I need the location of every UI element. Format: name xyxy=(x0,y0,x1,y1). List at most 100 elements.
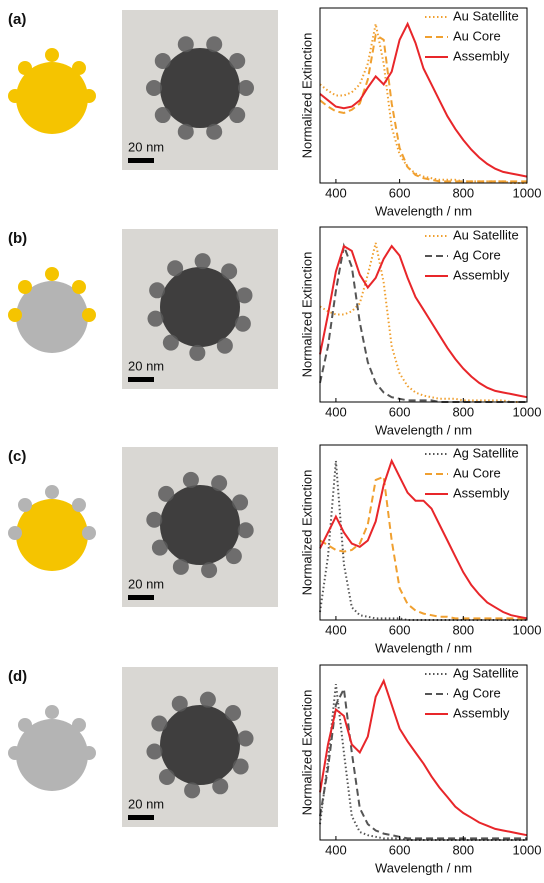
tem-satellite xyxy=(149,282,166,299)
x-tick-label: 800 xyxy=(452,622,474,637)
tem-satellite xyxy=(225,548,242,565)
x-axis-label: Wavelength / nm xyxy=(375,860,472,875)
tem-satellite xyxy=(206,36,223,53)
tem-satellite xyxy=(216,337,233,354)
tem-satellite xyxy=(199,691,216,708)
legend-label: Ag Core xyxy=(453,247,501,262)
tem-core xyxy=(160,48,240,128)
scale-bar xyxy=(128,815,154,820)
core-particle xyxy=(16,719,88,791)
tem-satellite xyxy=(146,80,162,96)
satellite-particle xyxy=(18,61,32,75)
y-axis-label: Normalized Extinction xyxy=(299,690,314,816)
tem-satellite xyxy=(172,558,189,575)
satellite-particle xyxy=(45,267,59,281)
tem-satellite xyxy=(146,743,163,760)
satellite-particle xyxy=(18,280,32,294)
panel-label: (a) xyxy=(8,11,26,28)
series-line xyxy=(319,242,527,403)
series-line xyxy=(319,678,528,837)
y-axis-label: Normalized Extinction xyxy=(299,252,314,378)
x-tick-label: 800 xyxy=(452,842,474,857)
series-line xyxy=(319,458,528,620)
x-tick-label: 400 xyxy=(325,622,347,637)
tem-core xyxy=(160,705,240,785)
tem-satellite xyxy=(158,485,175,502)
tem-satellite xyxy=(229,52,246,69)
satellite-particle xyxy=(45,705,59,719)
satellite-particle xyxy=(82,526,96,540)
tem-satellite xyxy=(151,715,168,732)
scale-bar-label: 20 nm xyxy=(128,576,164,591)
x-tick-label: 1000 xyxy=(513,404,542,419)
tem-satellite xyxy=(162,334,179,351)
tem-satellite xyxy=(182,471,199,488)
x-tick-label: 1000 xyxy=(513,185,542,200)
tem-satellite xyxy=(177,36,194,53)
x-axis-label: Wavelength / nm xyxy=(375,422,472,437)
plot-frame xyxy=(319,7,528,184)
legend-label: Assembly xyxy=(453,705,510,720)
y-axis-label: Normalized Extinction xyxy=(299,470,314,596)
scale-bar xyxy=(128,377,154,382)
satellite-particle xyxy=(8,746,22,760)
series-line xyxy=(319,244,528,399)
series-line xyxy=(319,685,527,840)
tem-satellite xyxy=(146,511,163,528)
x-tick-label: 800 xyxy=(452,185,474,200)
scale-bar xyxy=(128,595,154,600)
satellite-particle xyxy=(8,308,22,322)
legend-label: Assembly xyxy=(453,48,510,63)
tem-satellite xyxy=(189,344,206,361)
legend-label: Ag Core xyxy=(453,685,501,700)
tem-satellite xyxy=(184,782,201,799)
satellite-particle xyxy=(8,89,22,103)
tem-satellite xyxy=(234,315,251,332)
legend-label: Ag Satellite xyxy=(453,665,519,680)
tem-satellite xyxy=(171,695,188,712)
satellite-particle xyxy=(8,526,22,540)
x-tick-label: 600 xyxy=(389,622,411,637)
satellite-particle xyxy=(72,718,86,732)
tem-satellite xyxy=(232,758,249,775)
x-tick-label: 600 xyxy=(389,842,411,857)
panel-label: (c) xyxy=(8,448,26,465)
satellite-particle xyxy=(72,498,86,512)
legend-label: Au Satellite xyxy=(453,227,519,242)
legend-label: Assembly xyxy=(453,267,510,282)
panel-label: (d) xyxy=(8,668,27,685)
satellite-particle xyxy=(82,308,96,322)
tem-satellite xyxy=(236,287,253,304)
satellite-particle xyxy=(72,280,86,294)
tem-satellite xyxy=(167,260,184,277)
plot-frame xyxy=(319,226,528,403)
scale-bar-label: 20 nm xyxy=(128,139,164,154)
tem-satellite xyxy=(229,107,246,124)
legend-label: Au Satellite xyxy=(453,8,519,23)
tem-satellite xyxy=(232,494,249,511)
x-axis-label: Wavelength / nm xyxy=(375,640,472,655)
x-axis-label: Wavelength / nm xyxy=(375,203,472,218)
series-line xyxy=(319,21,528,178)
legend-label: Au Core xyxy=(453,28,501,43)
scale-bar xyxy=(128,158,154,163)
tem-satellite xyxy=(154,107,171,124)
tem-satellite xyxy=(158,769,175,786)
satellite-particle xyxy=(45,48,59,62)
core-particle xyxy=(16,62,88,134)
tem-satellite xyxy=(194,253,211,270)
series-line xyxy=(319,475,527,620)
x-tick-label: 400 xyxy=(325,185,347,200)
legend-label: Au Core xyxy=(453,465,501,480)
tem-satellite xyxy=(151,539,168,556)
series-line xyxy=(319,33,527,183)
core-particle xyxy=(16,499,88,571)
plot-frame xyxy=(319,444,528,621)
scale-bar-label: 20 nm xyxy=(128,796,164,811)
satellite-particle xyxy=(45,485,59,499)
plot-frame xyxy=(319,664,528,841)
core-particle xyxy=(16,281,88,353)
tem-satellite xyxy=(237,730,254,747)
tem-core xyxy=(160,485,240,565)
satellite-particle xyxy=(82,746,96,760)
